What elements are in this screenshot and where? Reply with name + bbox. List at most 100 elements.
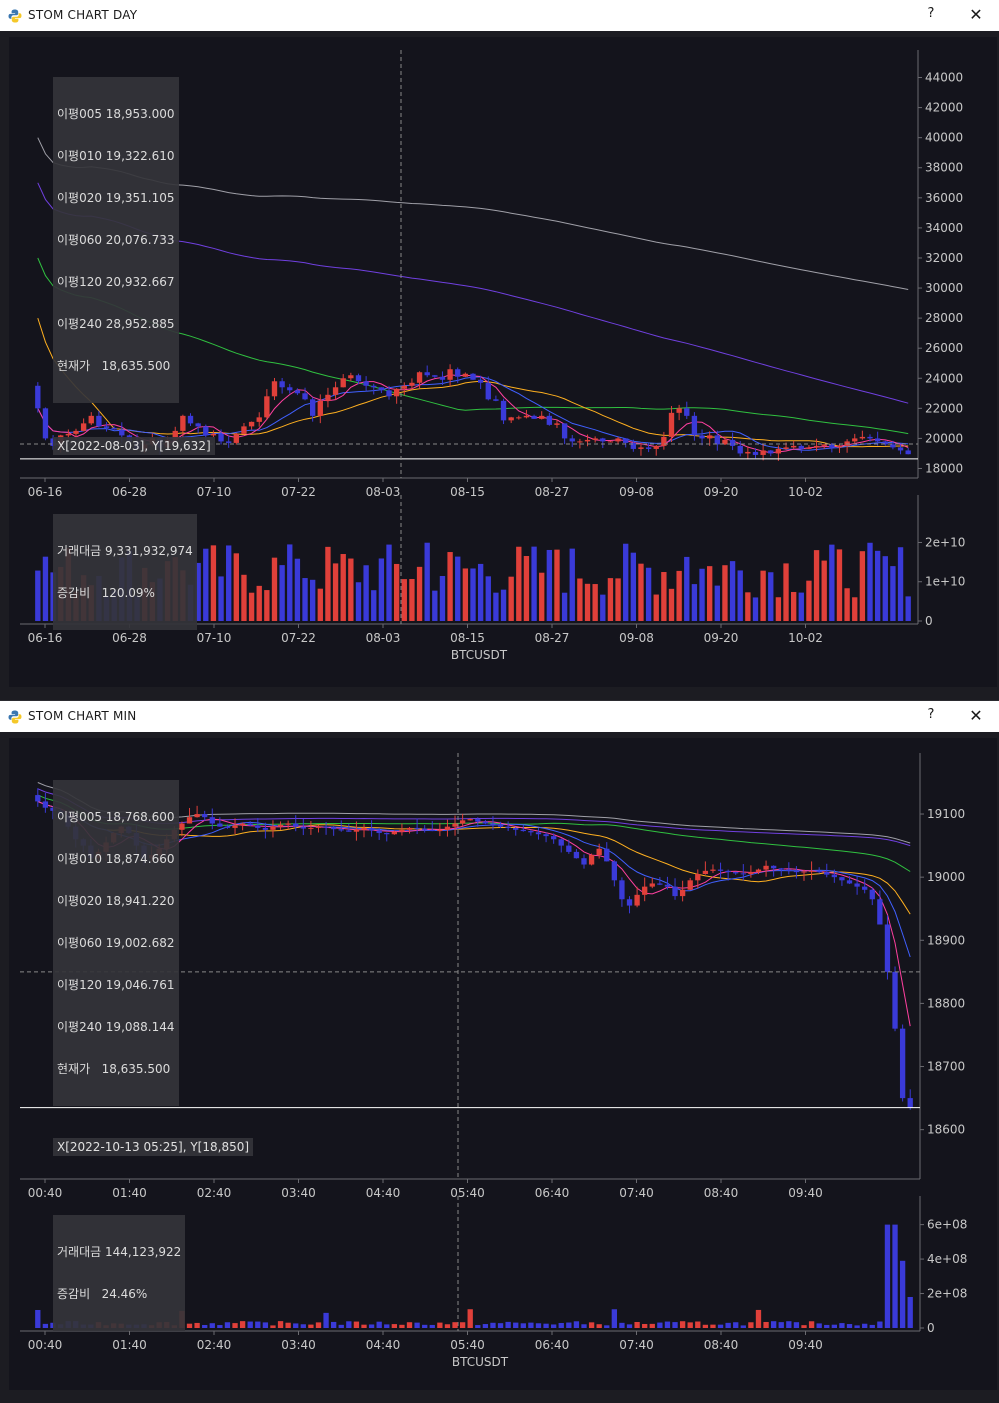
candle-body [668,412,675,437]
candle-body [111,427,117,430]
volume-amount: 거래대금 9,331,932,974 [57,544,193,558]
volume-bar [378,558,385,621]
candle-body [187,415,194,424]
candle-body [615,438,621,442]
help-button[interactable]: ? [927,707,935,722]
volume-bar [821,560,827,621]
volume-bar [308,1324,314,1328]
volume-bar [255,1321,261,1328]
min-volume-legend: 거래대금 144,123,922 증감비 24.46% [53,1215,186,1331]
candle-body [649,883,655,887]
candle-body [277,824,284,827]
volume-bar [42,1323,49,1328]
candle-body [73,430,79,434]
volume-bar [424,542,430,621]
y-tick-label: 30000 [925,281,963,295]
candle-body [497,824,504,827]
candle-body [661,436,667,446]
candle-body [172,430,178,440]
candle-body [391,831,397,835]
volume-bar [729,561,736,621]
volume-bar [353,1321,360,1328]
volume-bar [186,1323,193,1328]
volume-bar [831,1324,837,1328]
volume-bar [679,1321,686,1328]
volume-bar [763,1321,769,1328]
y-tick-label: 18900 [927,933,965,947]
volume-bar [302,578,308,621]
volume-bar [340,554,346,621]
candle-body [775,448,782,454]
volume-bar [611,1309,617,1328]
candle-body [513,827,519,830]
candle-body [623,438,629,443]
legend-ma010: 이평010 19,322.610 [57,149,175,163]
volume-bar [232,1323,238,1328]
volume-bar [699,568,705,621]
volume-bar [391,1324,397,1328]
volume-bar [300,1324,306,1328]
candle-body [862,886,868,890]
candle-body [573,851,580,859]
candle-body [836,445,843,448]
x-tick-label: 06-28 [112,485,147,499]
close-button[interactable]: ✕ [969,706,983,725]
volume-bar [429,1324,435,1328]
volume-bar [638,563,644,621]
volume-bar [528,1322,534,1328]
y-tick-label: 18700 [927,1060,965,1074]
y-tick-label: 19100 [927,807,965,821]
close-button[interactable]: ✕ [969,5,983,24]
min-chart-area[interactable]: 19100 19000 18900 18800 18700 18600 00:40 00:40… [9,738,997,1390]
candle-body [717,869,724,871]
help-button[interactable]: ? [927,6,935,21]
volume-bar [862,1323,868,1328]
min-chart-svg[interactable]: 19100 19000 18900 18800 18700 18600 00:40 00:40… [9,738,997,1390]
day-titlebar[interactable]: STOM CHART DAY ? ✕ [0,0,999,31]
day-chart-area[interactable]: 44000 42000 40000 38000 36000 34000 32000 30000… [9,37,997,687]
moving-average-ma240-line [37,137,909,290]
volume-bar [401,579,407,621]
volume-bar [361,1324,367,1328]
volume-bar [551,1324,557,1328]
day-chart-svg[interactable]: 44000 42000 40000 38000 36000 34000 32000 30000… [9,37,997,687]
candle-body [264,396,270,418]
python-logo-icon [8,9,22,23]
volume-bar [332,563,339,621]
volume-bar [816,1323,822,1328]
volume-bar [581,1324,587,1328]
x-tick-label: 07:40 [619,1186,654,1200]
candle-body [255,825,261,828]
legend-ma005: 이평005 18,768.600 [57,810,175,824]
candle-body [577,441,583,443]
x-tick-label: 05:40 [450,1186,485,1200]
candle-body [119,429,125,436]
volume-bar [309,579,316,621]
volume-bar [844,588,850,621]
volume-bar [752,597,759,621]
candle-body [752,451,759,455]
volume-bar [778,1322,784,1328]
candle-body [821,444,827,446]
candle-body [725,870,731,873]
volume-bar [672,1322,678,1328]
volume-bar [226,545,232,621]
min-titlebar[interactable]: STOM CHART MIN ? ✕ [0,701,999,732]
volume-bar [836,549,843,621]
volume-bar [737,570,743,621]
volume-bar [852,597,858,621]
volume-bar [839,1323,845,1328]
candle-body [839,877,845,881]
volume-bar [520,1323,526,1328]
volume-bar [573,1321,580,1328]
y-tick-label: 32000 [925,251,963,265]
candle-body [672,886,678,897]
x-tick-label: 09-08 [619,485,654,499]
candle-body [740,873,746,875]
candle-body [482,821,489,824]
volume-bar [195,562,201,621]
candle-body [907,1098,913,1108]
volume-bar [867,542,873,621]
legend-price: 현재가 18,635.500 [57,1062,171,1076]
candle-body [722,439,728,445]
